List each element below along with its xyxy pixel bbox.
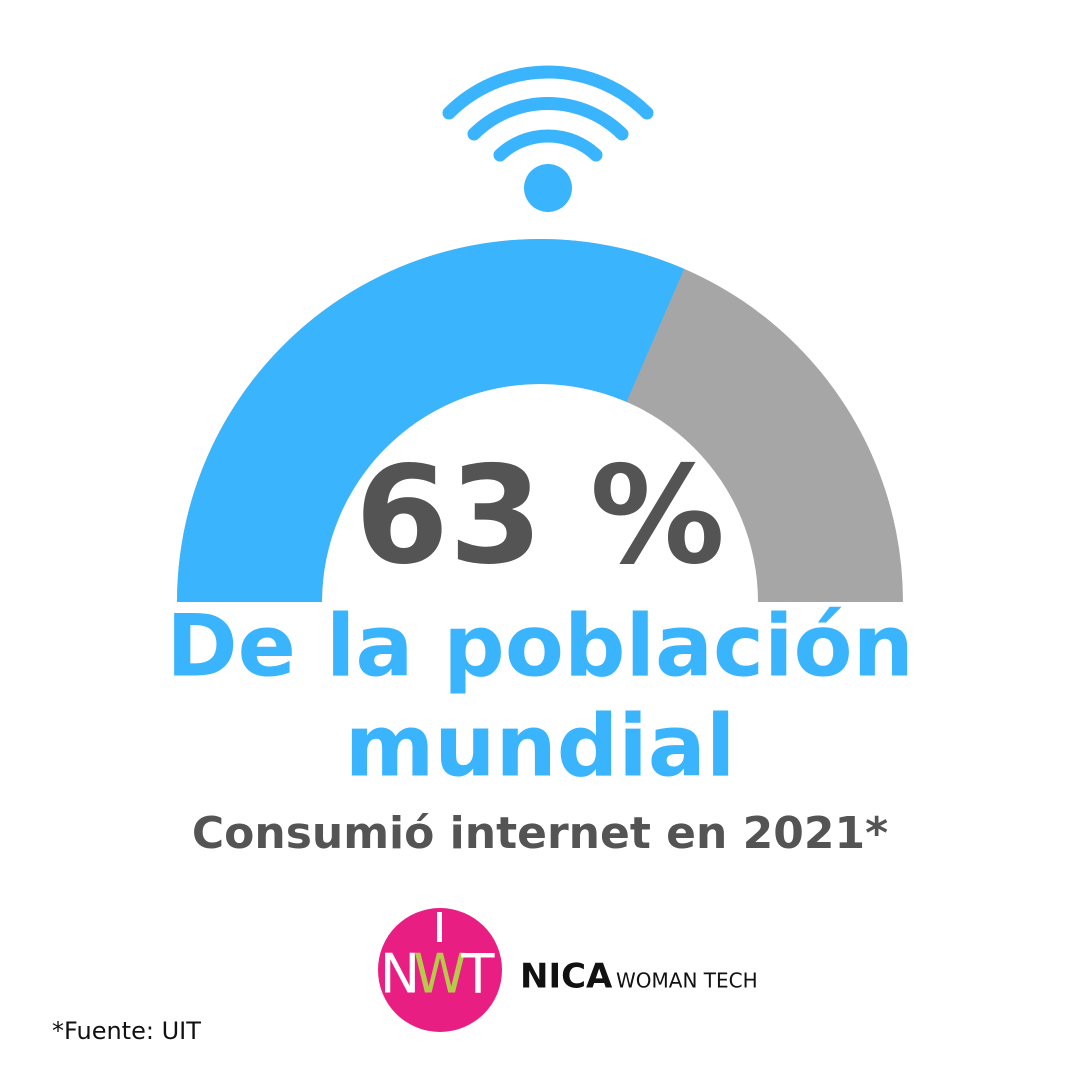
- logo-letter: N: [380, 943, 420, 1006]
- logo-circle: [378, 908, 502, 1032]
- logo-bar: [437, 912, 442, 942]
- logo-letter: T: [461, 943, 496, 1006]
- wifi-icon: [442, 65, 654, 212]
- logo-letter: W: [413, 943, 466, 1006]
- source-note: *Fuente: UIT: [52, 1017, 201, 1045]
- gauge-fill: [177, 239, 685, 602]
- value-label: 63 %: [355, 437, 725, 594]
- logo: N W T NICA WOMAN TECH: [378, 908, 758, 1032]
- logo-name: WOMAN TECH: [616, 969, 758, 993]
- subtitle: Consumió internet en 2021*: [192, 808, 888, 859]
- logo-name: NICA: [520, 957, 613, 997]
- gauge: [177, 239, 903, 602]
- title-line: De la población: [166, 596, 914, 696]
- title-line: mundial: [345, 696, 736, 796]
